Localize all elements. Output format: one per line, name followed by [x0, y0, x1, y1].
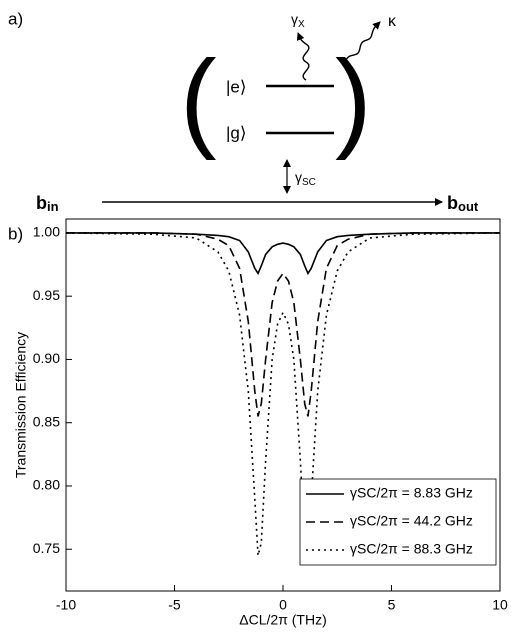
legend-label: γSC/2π = 8.83 GHz: [350, 485, 473, 501]
panel-label: b): [8, 224, 23, 243]
x-tick-label: 5: [388, 597, 396, 613]
line-series: [66, 232, 500, 276]
kappa-label: κ: [388, 13, 397, 30]
excited-label: |e⟩: [226, 77, 247, 96]
y-tick-label: 0.75: [33, 540, 60, 556]
x-tick-label: 10: [492, 597, 508, 613]
cavity-loss-arrow: [344, 21, 381, 63]
x-tick-label: 0: [279, 597, 287, 613]
y-tick-label: 0.85: [33, 413, 60, 429]
y-tick-label: 0.95: [33, 287, 60, 303]
line-series: [66, 232, 500, 417]
gamma-x-label: γX: [291, 11, 305, 30]
x-tick-label: -10: [56, 597, 76, 613]
y-tick-label: 0.80: [33, 477, 60, 493]
panel-label: a): [8, 9, 23, 28]
b-out-label: bout: [447, 193, 479, 215]
gamma-sc-label: γSC: [295, 169, 316, 188]
y-tick-label: 1.00: [33, 224, 60, 240]
line-series: [65, 232, 501, 556]
y-tick-label: 0.90: [33, 350, 60, 366]
legend-label: γSC/2π = 88.3 GHz: [350, 541, 473, 557]
bracket: (: [180, 38, 217, 161]
b-in-label: bin: [36, 193, 59, 215]
emission-arrow: [296, 32, 310, 81]
ground-label: |g⟩: [226, 123, 247, 142]
bracket: ): [335, 38, 372, 161]
plot: -10 -5 0 5 10 0.75 0.80 0.85 0.90 0.95 1.00 γSC/2π …: [33, 224, 508, 613]
x-tick-label: -5: [168, 597, 181, 613]
x-axis-label: ΔCL/2π (THz): [239, 612, 326, 628]
legend-label: γSC/2π = 44.2 GHz: [350, 513, 473, 529]
y-axis-label: Transmission Efficiency: [13, 332, 29, 478]
